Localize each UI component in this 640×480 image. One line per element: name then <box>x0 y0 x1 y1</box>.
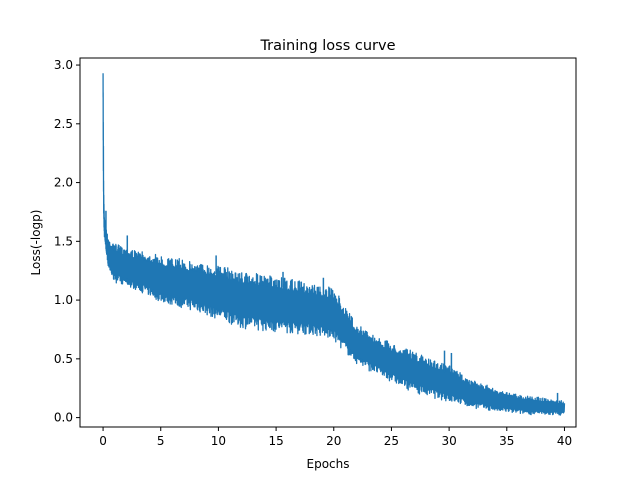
x-tick-label: 40 <box>557 434 572 448</box>
y-tick-label: 2.0 <box>54 176 73 190</box>
series-layer <box>102 73 566 416</box>
y-tick-label: 0.0 <box>54 411 73 425</box>
y-tick-label: 1.5 <box>54 234 73 248</box>
x-tick-label: 25 <box>384 434 399 448</box>
x-tick-label: 30 <box>441 434 456 448</box>
x-tick-label: 35 <box>499 434 514 448</box>
y-tick-label: 1.0 <box>54 293 73 307</box>
x-tick-label: 0 <box>99 434 107 448</box>
y-tick-label: 3.0 <box>54 58 73 72</box>
x-axis-label: Epochs <box>307 457 350 471</box>
x-tick-label: 15 <box>268 434 283 448</box>
x-axis: 0 5 10 15 20 25 30 35 40 <box>99 427 572 448</box>
x-tick-label: 10 <box>211 434 226 448</box>
y-tick-label: 2.5 <box>54 117 73 131</box>
y-axis: 0.0 0.5 1.0 1.5 2.0 2.5 3.0 <box>54 58 80 425</box>
y-axis-label: Loss(-logp) <box>29 210 43 276</box>
x-tick-label: 5 <box>157 434 165 448</box>
y-tick-label: 0.5 <box>54 352 73 366</box>
chart-title: Training loss curve <box>259 38 395 54</box>
axes-frame <box>79 57 577 428</box>
x-tick-label: 20 <box>326 434 341 448</box>
